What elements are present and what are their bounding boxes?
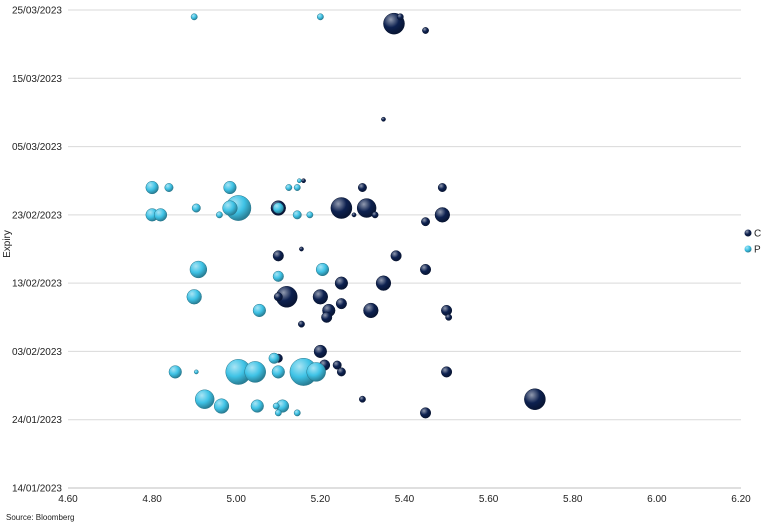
bubble-P [164,183,174,192]
x-tick-label: 5.80 [563,494,583,505]
legend-marker-C [744,229,752,237]
bubble-C [363,302,379,319]
x-tick-label: 4.80 [142,494,162,505]
bubble-P [293,409,301,417]
legend[interactable]: CP [744,229,762,256]
bubble-P [168,365,182,379]
bubble-C [371,211,379,219]
bubble-C [445,313,453,321]
bubble-C [524,388,546,410]
bubble-marks [145,12,546,419]
bubble-P [272,202,284,214]
bubble-P [195,389,215,409]
bubble-C [375,275,392,291]
bubble-C [421,217,430,227]
y-tick-label: 15/03/2023 [12,74,62,85]
bubble-P [186,289,202,305]
bubble-P [272,270,284,282]
legend-label-C: C [754,229,761,240]
legend-marker-P [744,245,752,253]
bubble-P [193,369,199,375]
bubble-C [351,212,357,218]
bubble-P [274,409,282,417]
bubble-P [252,303,266,318]
bubble-P [191,203,201,213]
bubble-P [306,211,314,219]
x-tick-label: 6.20 [731,494,751,505]
source-note: Source: Bloomberg [6,513,75,522]
bubble-P [223,180,237,195]
bubble-C [330,197,353,219]
bubble-P [296,178,302,184]
bubble-P [316,13,324,21]
bubble-C [298,320,305,328]
bubble-C [334,276,348,290]
bubble-C [356,198,377,218]
x-axis-ticks: 4.60 4.80 5.00 5.20 5.40 5.60 5.80 6.00 6.20 [58,494,751,505]
bubble-P [216,211,223,219]
bubble-C [336,367,346,377]
bubble-P [285,184,293,191]
x-tick-label: 6.00 [647,494,667,505]
bubble-C [272,250,284,262]
y-tick-label: 05/03/2023 [12,142,62,153]
bubble-P [292,210,302,220]
bubble-P [250,399,264,413]
bubble-C [273,292,283,302]
y-tick-label: 03/02/2023 [12,347,62,358]
bubble-P [268,352,280,364]
bubble-C [332,360,342,370]
legend-label-P: P [754,245,761,256]
bubble-C [390,250,402,262]
bubble-P [222,200,238,216]
y-tick-label: 23/02/2023 [12,210,62,221]
bubble-P [272,402,280,410]
bubble-P [189,260,208,279]
bubble-P [315,262,330,277]
bubble-P [213,398,230,414]
bubble-P [153,208,168,222]
bubble-C [437,183,447,192]
x-tick-label: 5.60 [479,494,499,505]
y-tick-label: 24/01/2023 [12,415,62,426]
bubble-C [335,298,347,310]
bubble-C [313,344,327,358]
y-tick-label: 13/02/2023 [12,279,62,290]
bubble-C [420,407,432,419]
y-tick-label: 14/01/2023 [12,484,62,495]
bubble-C [396,13,404,21]
bubble-C [434,207,450,223]
bubble-C [299,246,304,252]
x-tick-label: 4.60 [58,494,78,505]
x-tick-label: 5.20 [311,494,331,505]
bubble-C [441,366,453,378]
bubble-C [420,263,432,275]
bubble-C [441,304,453,316]
bubble-C [422,27,429,34]
bubble-P [244,361,266,383]
bubble-P [145,180,159,195]
bubble-C [321,311,333,323]
bubble-P [293,184,301,191]
bubble-C [357,183,367,192]
bubble-C [381,116,386,122]
y-axis-title: Expiry [2,230,13,258]
bubble-C [359,395,366,403]
bubble-C [312,289,328,305]
x-tick-label: 5.40 [395,494,415,505]
y-tick-label: 25/03/2023 [12,6,62,17]
gridlines [68,9,741,489]
bubble-P [190,13,198,21]
bubble-P [271,365,285,379]
x-tick-label: 5.00 [227,494,247,505]
bubble-P [306,362,326,382]
bubble-C [301,178,306,184]
y-axis-ticks: 14/01/2023 24/01/2023 03/02/2023 13/02/2023… [12,6,62,495]
